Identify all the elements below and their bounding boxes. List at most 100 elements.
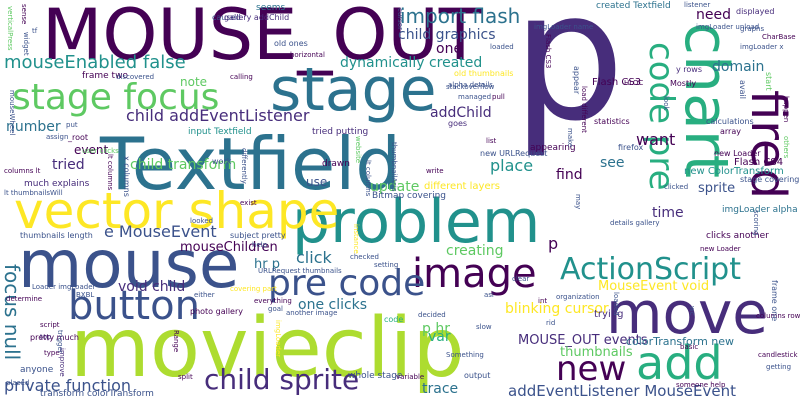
word-var: var [428, 329, 451, 345]
word-verticalpress: verticalPress [6, 6, 14, 51]
word-script: script [40, 321, 60, 329]
word-code: code [384, 315, 404, 324]
word-different-layers: different layers [424, 181, 500, 192]
word-new-colortransform: new ColorTransform [684, 166, 784, 177]
word-start: start [764, 72, 773, 91]
word-decided: decided [418, 311, 446, 319]
word-dynamically-created: dynamically created [340, 55, 483, 71]
word-organization: organization [556, 293, 600, 301]
word-stage: stage [270, 55, 437, 125]
word-move: move [606, 279, 768, 347]
word-type: type [44, 349, 60, 357]
word-anyone: anyone [20, 365, 54, 375]
word-lt-columns: lt columns [106, 154, 114, 191]
word-update: update [370, 179, 420, 195]
word-may: may [574, 194, 582, 210]
word-old-thumbnails: old thumbnails [454, 69, 514, 78]
word-drawn: drawn [322, 159, 350, 169]
word-checked: checked [350, 253, 379, 261]
word-pre-code: pre code [268, 263, 426, 304]
word-happen: happen [782, 96, 790, 123]
word-everything: everything [254, 297, 292, 305]
word-use: use [306, 175, 328, 189]
word-assign: assign [46, 133, 69, 141]
word-code-pre: code pre [641, 42, 681, 191]
word-calculations: calculations [706, 117, 754, 126]
word-split: split [178, 373, 193, 381]
word-appear: appear [572, 66, 581, 95]
word-domain: domain [712, 59, 765, 75]
word-textfield: Textfield [100, 122, 401, 206]
word-mouseenabled-false: mouseEnabled false [4, 52, 186, 73]
word-actionscript: ActionScript [560, 252, 741, 287]
word-e-mouseevent: e MouseEvent [104, 222, 217, 241]
word-new: new [556, 349, 627, 389]
word-someone-help: someone help [676, 381, 726, 389]
word-photo-gallery: photo gallery [190, 307, 243, 316]
word-vector-shape: vector shape [14, 182, 340, 240]
word-mostly: Mostly [670, 79, 697, 88]
word-imgloader-alpha: imgLoader alpha [722, 205, 798, 215]
word-loader-imgloader: Loader imgLoader [32, 283, 96, 291]
word-improve: improve [58, 348, 66, 377]
word-stackoverflow: stackoverflow [446, 83, 495, 91]
word-subject-pretty: subject pretty [230, 231, 286, 240]
word-tried-putting: tried putting [312, 127, 369, 137]
word-lt-columns-2: lt columns [364, 160, 372, 197]
word-mouse-out-events: MOUSE_OUT events [518, 333, 648, 348]
word-thumbnails: thumbnails [560, 345, 633, 360]
word-child-sprite: child sprite [204, 363, 360, 396]
word-goes: goes [448, 119, 468, 128]
word-much-explains: much explains [24, 179, 90, 189]
word-array: array [720, 127, 741, 136]
word-p-hr: p hr [422, 321, 450, 337]
word-whole-stage: whole stage [348, 371, 403, 381]
word-columns-lt: columns lt [4, 167, 41, 175]
word-addchild: addChild [430, 105, 492, 121]
word-place: place [490, 156, 534, 175]
word-loaded-2: loaded [612, 292, 620, 316]
word-frame-one: frame one [770, 280, 779, 322]
word-imgloader-name: imgLoader name [534, 23, 594, 31]
word-alpha-details: alpha details [448, 81, 493, 89]
word-pull: pull [492, 93, 505, 101]
word-time: time [652, 205, 684, 221]
word-output: output [464, 371, 491, 380]
word-charbase: CharBase [762, 33, 796, 41]
word-variable: variable [396, 373, 425, 381]
word-listener: listener [684, 1, 711, 9]
word-see: see [600, 155, 625, 171]
word-hloc: HLOC [624, 79, 644, 87]
word-top: top [40, 333, 52, 341]
word-tried: tried [52, 157, 85, 173]
word-basic: basic [680, 343, 699, 351]
word-creating: creating [446, 243, 504, 259]
word-placed: placed [6, 379, 30, 387]
word-movieclip: movieclip [70, 301, 465, 396]
word-managed: managed [458, 93, 492, 101]
word-looked: looked [190, 217, 214, 225]
word-bxbl: BXBL [76, 291, 95, 299]
word-event: event [74, 143, 109, 157]
word-graphs: graphs [740, 25, 765, 33]
word-sprite: sprite [698, 181, 736, 196]
word-imgloader-unload: imgLoader unload [696, 23, 760, 31]
word-thumbnails-length: thumbnails length [20, 231, 93, 240]
word-child-addeventlistener: child addEventListener [126, 106, 310, 125]
word-wc: wc [688, 306, 696, 316]
word-make: make [566, 128, 574, 148]
word-mouse-out-large: MOUSE_OUT [42, 0, 482, 76]
word-hr-p: hr p [254, 257, 280, 272]
word-imgloader-v: imgLoader [274, 320, 282, 358]
word-something: Something [446, 351, 484, 359]
word-need: need [696, 7, 731, 23]
word-image: image [412, 251, 537, 297]
word-add: add [636, 336, 723, 390]
word-frame-two: frame two [82, 71, 128, 81]
word-widget: widget [22, 32, 30, 56]
word-button: button [68, 283, 200, 329]
word-range: Range [172, 330, 180, 353]
word-cursor: cursor [396, 8, 404, 30]
word-fired: fired [740, 90, 796, 199]
